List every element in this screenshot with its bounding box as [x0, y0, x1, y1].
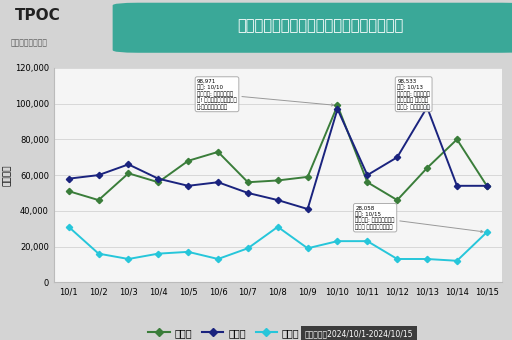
- 民進黨: [215, 150, 221, 154]
- 民眾黨: [305, 246, 311, 250]
- 民進黨: [125, 171, 132, 175]
- 民眾黨: [394, 257, 400, 261]
- 國民黨: [365, 173, 371, 177]
- FancyBboxPatch shape: [113, 3, 512, 53]
- 國民黨: [95, 173, 101, 177]
- Line: 民進黨: 民進黨: [67, 103, 489, 202]
- 國民黨: [66, 177, 72, 181]
- Line: 民眾黨: 民眾黨: [67, 225, 489, 263]
- 民進黨: [274, 178, 281, 183]
- 民進黨: [245, 180, 251, 184]
- 民眾黨: [125, 257, 132, 261]
- 民進黨: [365, 180, 371, 184]
- 民眾黨: [95, 252, 101, 256]
- 民眾黨: [334, 239, 340, 243]
- 民進黨: [484, 184, 490, 188]
- 民進黨: [155, 180, 161, 184]
- 民進黨: [424, 166, 430, 170]
- 國民黨: [185, 184, 191, 188]
- Legend: 民進黨, 國民黨, 民眾黨: 民進黨, 國民黨, 民眾黨: [144, 324, 304, 340]
- Text: 98,971
日期: 10/10
熱門話題: 祖國論立場不
堅! 終海德國要派欽親氣量
串:中國無權代表台灣: 98,971 日期: 10/10 熱門話題: 祖國論立場不 堅! 終海德國要派欽…: [197, 79, 334, 110]
- Text: 民進黨、國民黨、民眾黨：網路聲量趨勢圖: 民進黨、國民黨、民眾黨：網路聲量趨勢圖: [237, 19, 403, 34]
- 民眾黨: [365, 239, 371, 243]
- 民眾黨: [484, 230, 490, 234]
- 民眾黨: [274, 225, 281, 229]
- Text: 28,058
日期: 10/15
熱門話題: 被記在柯文哲體
身體中 派國棟確實有往來: 28,058 日期: 10/15 熱門話題: 被記在柯文哲體 身體中 派國棟確實…: [355, 205, 483, 233]
- Text: 98,533
日期: 10/13
熱門話題: 謝國樑罷免
來未通過！ 鐵道組數
上祝福: 謝國基隆祝福: 98,533 日期: 10/13 熱門話題: 謝國樑罷免 來未通過！ 鐵道組數 …: [397, 79, 430, 110]
- 國民黨: [155, 177, 161, 181]
- 民眾黨: [185, 250, 191, 254]
- 民眾黨: [245, 246, 251, 250]
- Text: TPOC: TPOC: [15, 8, 61, 23]
- Y-axis label: 聲量則數: 聲量則數: [3, 164, 12, 186]
- 民眾黨: [215, 257, 221, 261]
- Line: 國民黨: 國民黨: [67, 105, 489, 211]
- 國民黨: [245, 191, 251, 195]
- 國民黨: [215, 180, 221, 184]
- 民眾黨: [155, 252, 161, 256]
- 國民黨: [454, 184, 460, 188]
- Text: 數據區間：2024/10/1-2024/10/15: 數據區間：2024/10/1-2024/10/15: [305, 329, 413, 338]
- 民進黨: [305, 175, 311, 179]
- 國民黨: [305, 207, 311, 211]
- 民進黨: [334, 103, 340, 107]
- 國民黨: [394, 155, 400, 159]
- 民進黨: [394, 198, 400, 202]
- 民進黨: [454, 137, 460, 141]
- 民眾黨: [66, 225, 72, 229]
- 民進黨: [95, 198, 101, 202]
- 國民黨: [334, 107, 340, 111]
- 民眾黨: [424, 257, 430, 261]
- 國民黨: [424, 105, 430, 109]
- Text: 台灣議題研究中心: 台灣議題研究中心: [10, 38, 47, 47]
- 民眾黨: [454, 259, 460, 263]
- 民進黨: [66, 189, 72, 193]
- 民進黨: [185, 159, 191, 163]
- 國民黨: [274, 198, 281, 202]
- 國民黨: [484, 184, 490, 188]
- 國民黨: [125, 163, 132, 167]
